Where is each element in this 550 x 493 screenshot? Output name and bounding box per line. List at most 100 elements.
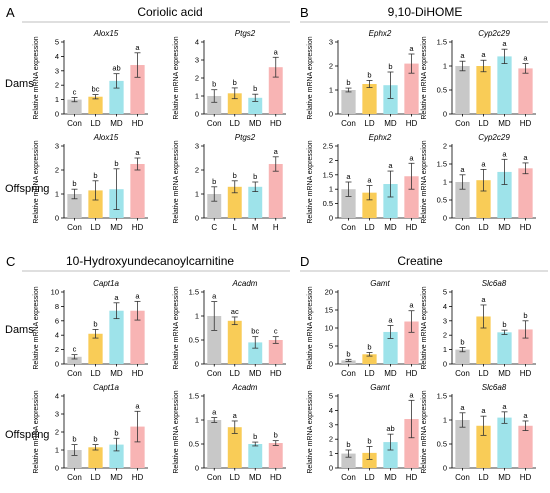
x-tick-label: Con	[67, 223, 82, 232]
x-tick-label: LD	[364, 223, 374, 232]
significance-letter: b	[212, 177, 216, 186]
significance-letter: b	[93, 435, 97, 444]
y-tick-label: 1	[443, 62, 447, 71]
significance-letter: a	[388, 161, 393, 170]
significance-letter: b	[72, 435, 76, 444]
gene-title: Acadm	[232, 383, 258, 392]
x-tick-label: LD	[478, 223, 488, 232]
bar-MD	[497, 332, 512, 364]
y-tick-label: 1.5	[189, 288, 199, 297]
x-tick-label: LD	[478, 473, 488, 482]
significance-letter: a	[274, 147, 279, 156]
significance-letter: a	[135, 291, 140, 300]
y-tick-label: 5	[329, 342, 333, 351]
y-tick-label: 1	[329, 449, 333, 458]
x-tick-label: LD	[90, 369, 100, 378]
y-tick-label: 3	[443, 316, 447, 325]
significance-letter: a	[502, 39, 507, 48]
y-tick-label: 6	[55, 316, 59, 325]
significance-letter: a	[388, 315, 393, 324]
bar-L	[227, 186, 242, 218]
x-tick-label: MD	[498, 369, 511, 378]
panel-d-title: Creatine	[397, 254, 443, 268]
bar-LD	[227, 427, 242, 468]
chart-a-dams-ptgs2: Ptgs2 Relative mRNA expression 0 1 2 3 4 b Con b L…	[173, 29, 286, 128]
y-tick-label: 0.5	[189, 336, 199, 345]
x-tick-label: LD	[90, 473, 100, 482]
row-label-dams-bottom: Dams	[5, 324, 34, 336]
x-tick-label: HD	[270, 473, 282, 482]
bar-LD	[362, 354, 377, 364]
significance-letter: a	[481, 295, 486, 304]
bar-LD	[476, 316, 491, 364]
bar-LD	[227, 93, 242, 114]
bar-LD	[88, 190, 103, 218]
bar-LD	[362, 452, 377, 468]
bar-Con	[455, 349, 470, 364]
panel-c-letter: C	[6, 254, 15, 269]
y-tick-label: 0	[443, 464, 447, 473]
gene-title: Gamt	[370, 383, 390, 392]
gene-title: Acadm	[232, 279, 258, 288]
chart-a-dams-alox15: Alox15 Relative mRNA expression 0 1 2 3 4 5 c Con…	[33, 29, 148, 128]
significance-letter: b	[388, 62, 392, 71]
y-tick-label: 2	[329, 62, 333, 71]
y-tick-label: 1.5	[189, 392, 199, 401]
x-tick-label: HD	[132, 369, 144, 378]
x-tick-label: Con	[455, 119, 470, 128]
row-label-offspring-top: Offspring	[5, 183, 49, 195]
y-axis-label: Relative mRNA expression	[173, 140, 180, 223]
y-tick-label: 2	[195, 74, 199, 83]
bar-HD	[404, 63, 419, 114]
significance-letter: b	[253, 172, 257, 181]
significance-letter: b	[93, 319, 97, 328]
y-tick-label: 15	[325, 306, 333, 315]
y-tick-label: 5	[329, 392, 333, 401]
y-tick-label: 0	[443, 360, 447, 369]
bar-HD	[268, 443, 283, 468]
bar-Con	[455, 66, 470, 114]
significance-letter: b	[367, 342, 371, 351]
x-tick-label: Con	[341, 119, 356, 128]
significance-letter: b	[346, 349, 350, 358]
y-tick-label: 0	[443, 110, 447, 119]
bar-LD	[476, 66, 491, 114]
x-tick-label: LD	[230, 473, 240, 482]
y-tick-label: 4	[329, 406, 333, 415]
x-tick-label: LD	[478, 369, 488, 378]
y-tick-label: 0	[55, 110, 59, 119]
y-tick-label: 0	[329, 110, 333, 119]
significance-letter: c	[274, 327, 278, 336]
bar-LD	[476, 180, 491, 218]
x-tick-label: LD	[230, 369, 240, 378]
panel-d-letter: D	[300, 254, 309, 269]
y-tick-label: 0	[55, 360, 59, 369]
y-tick-label: 0.5	[189, 440, 199, 449]
y-tick-label: 1	[195, 416, 199, 425]
chart-b-dams-ephx2: Ephx2 Relative mRNA expression 0 1 2 3 b Con b LD…	[307, 29, 422, 128]
bar-HD	[518, 425, 533, 468]
x-tick-label: MD	[110, 473, 123, 482]
x-tick-label: LD	[364, 473, 374, 482]
bar-MD	[248, 97, 263, 114]
bar-Con	[207, 96, 222, 114]
significance-letter: a	[367, 175, 372, 184]
x-tick-label: HD	[520, 473, 532, 482]
significance-letter: b	[233, 171, 237, 180]
bar-HD	[404, 176, 419, 218]
y-tick-label: 2.5	[323, 142, 333, 151]
bar-HD	[518, 329, 533, 364]
significance-letter: ac	[231, 307, 239, 316]
significance-letter: a	[523, 54, 528, 63]
significance-letter: b	[346, 78, 350, 87]
y-tick-label: 0.5	[437, 86, 447, 95]
row-label-dams-top: Dams	[5, 78, 34, 90]
gene-title: Capt1a	[93, 279, 119, 288]
y-tick-label: 0	[195, 360, 199, 369]
chart-c-offspring-acadm: Acadm Relative mRNA expression 0 0.5 1 1.5 a Co…	[173, 383, 286, 482]
bar-Con	[455, 182, 470, 218]
y-tick-label: 2	[55, 428, 59, 437]
bar-M	[248, 186, 263, 218]
y-tick-label: 20	[325, 288, 333, 297]
